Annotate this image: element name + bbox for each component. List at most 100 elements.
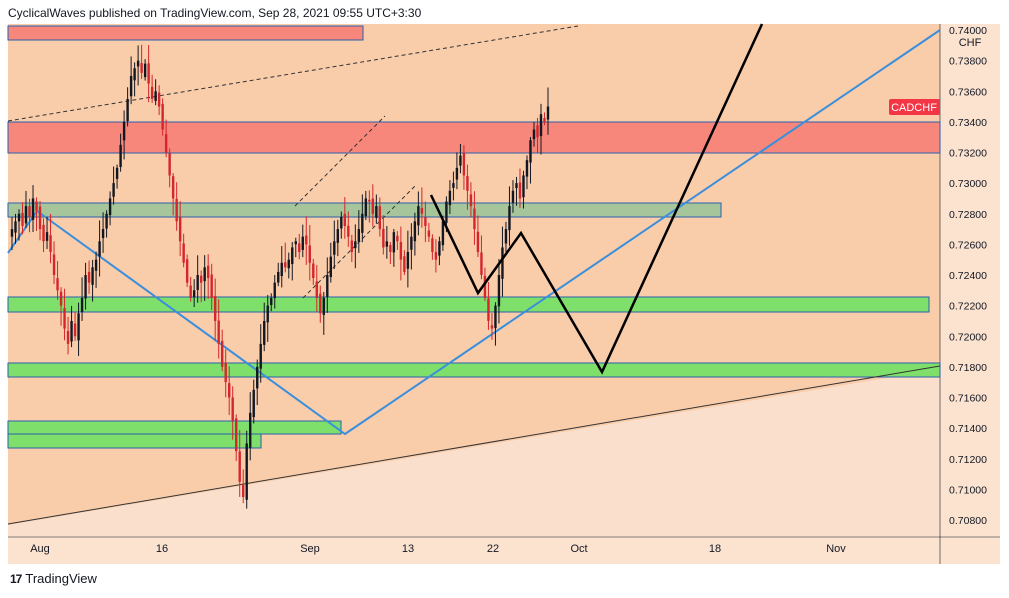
candle-body: [536, 125, 539, 138]
candle-body: [66, 331, 70, 344]
candle-body: [245, 443, 248, 500]
candle-body: [52, 254, 56, 275]
candle-body: [196, 275, 199, 290]
time-axis-labels: Aug 16 Sep 13 22 Oct 18 Nov: [30, 543, 846, 555]
price-label: 0.71200: [949, 454, 987, 466]
candle-body: [143, 63, 147, 78]
candle-body: [515, 183, 518, 189]
candle-body: [399, 241, 403, 260]
candle-body: [539, 114, 543, 136]
candle-body: [17, 213, 21, 222]
price-chart[interactable]: 0.74000 0.73800 0.73600 0.73400 0.73200 0.730…: [0, 0, 1009, 570]
price-label: 0.74000: [949, 25, 987, 37]
candle-body: [31, 198, 35, 220]
candle-body: [508, 206, 511, 231]
candle-body: [199, 275, 203, 283]
candle-body: [228, 383, 231, 398]
candle-body: [235, 418, 238, 452]
time-label: Oct: [570, 543, 587, 555]
candle-body: [301, 236, 304, 250]
candle-body: [70, 320, 73, 342]
candle-body: [469, 194, 473, 207]
price-label: 0.71000: [949, 484, 987, 496]
dashed-channel-up-1: [294, 115, 386, 207]
candle-body: [266, 305, 269, 323]
candle-body: [336, 229, 340, 243]
candle-body: [389, 245, 392, 253]
candle-body: [80, 297, 84, 312]
candle-body: [59, 291, 63, 306]
candle-body: [259, 343, 262, 369]
candle-body: [466, 176, 469, 191]
candle-body: [129, 75, 133, 97]
price-label: 0.71400: [949, 423, 987, 435]
candle-body: [105, 213, 108, 229]
candle-body: [94, 259, 98, 271]
candle-body: [154, 91, 157, 101]
candle-body: [532, 129, 536, 140]
price-label: 0.72400: [949, 270, 987, 282]
zone-green-1: [7, 296, 930, 313]
candle-body: [21, 212, 24, 226]
candle-body: [270, 297, 273, 305]
price-label: 0.71800: [949, 362, 987, 374]
candle-body: [189, 285, 192, 298]
candle-body: [256, 366, 259, 389]
time-label: 22: [487, 543, 499, 555]
candle-body: [312, 263, 315, 279]
candle-body: [35, 201, 38, 211]
candle-body: [326, 275, 329, 297]
future-area: [8, 369, 940, 537]
zone-green-4: [7, 433, 262, 449]
candle-body: [101, 229, 105, 239]
candle-body: [91, 267, 94, 285]
candle-body: [322, 297, 325, 315]
candle-body: [501, 247, 504, 279]
time-label: 13: [402, 543, 414, 555]
candle-body: [291, 247, 294, 264]
zone-green-dark: [7, 202, 722, 218]
candle-body: [185, 259, 189, 283]
price-label: 0.71600: [949, 393, 987, 405]
candle-body: [84, 275, 87, 299]
candle-body: [522, 175, 525, 198]
candle-body: [452, 183, 455, 188]
candle-body: [63, 308, 66, 329]
candle-body: [287, 259, 290, 269]
candle-body: [357, 229, 361, 242]
candle-body: [49, 235, 52, 253]
price-label: 0.72000: [949, 331, 987, 343]
price-label: 0.73400: [949, 117, 987, 129]
candle-body: [273, 282, 276, 299]
candle-body: [406, 252, 410, 269]
candle-body: [473, 208, 476, 230]
zone-red-main: [7, 121, 941, 154]
tradingview-logo-icon: 17: [10, 571, 22, 586]
candle-body: [133, 68, 136, 81]
candle-body: [494, 305, 497, 329]
candle-body: [431, 238, 434, 253]
candle-body: [126, 98, 129, 122]
dashed-channel-top: [7, 25, 579, 122]
candle-body: [249, 412, 252, 448]
candle-body: [487, 298, 490, 321]
candle-body: [178, 217, 182, 242]
tradingview-footer[interactable]: 17 TradingView: [10, 571, 97, 586]
tradingview-brand: TradingView: [25, 571, 97, 586]
candle-body: [529, 140, 532, 163]
candle-body: [340, 216, 343, 229]
candle-body: [108, 198, 112, 216]
currency-label: CHF: [959, 37, 982, 49]
zone-green-2: [7, 362, 941, 378]
candle-body: [38, 206, 42, 230]
candle-body: [24, 206, 28, 224]
candle-body: [462, 152, 466, 176]
candle-body: [28, 206, 31, 217]
candle-body: [455, 167, 459, 180]
candle-body: [476, 231, 480, 253]
candle-body: [77, 313, 80, 341]
candle-body: [213, 296, 217, 321]
candle-body: [361, 213, 364, 233]
candle-body: [459, 155, 462, 166]
time-label: Sep: [300, 543, 320, 555]
